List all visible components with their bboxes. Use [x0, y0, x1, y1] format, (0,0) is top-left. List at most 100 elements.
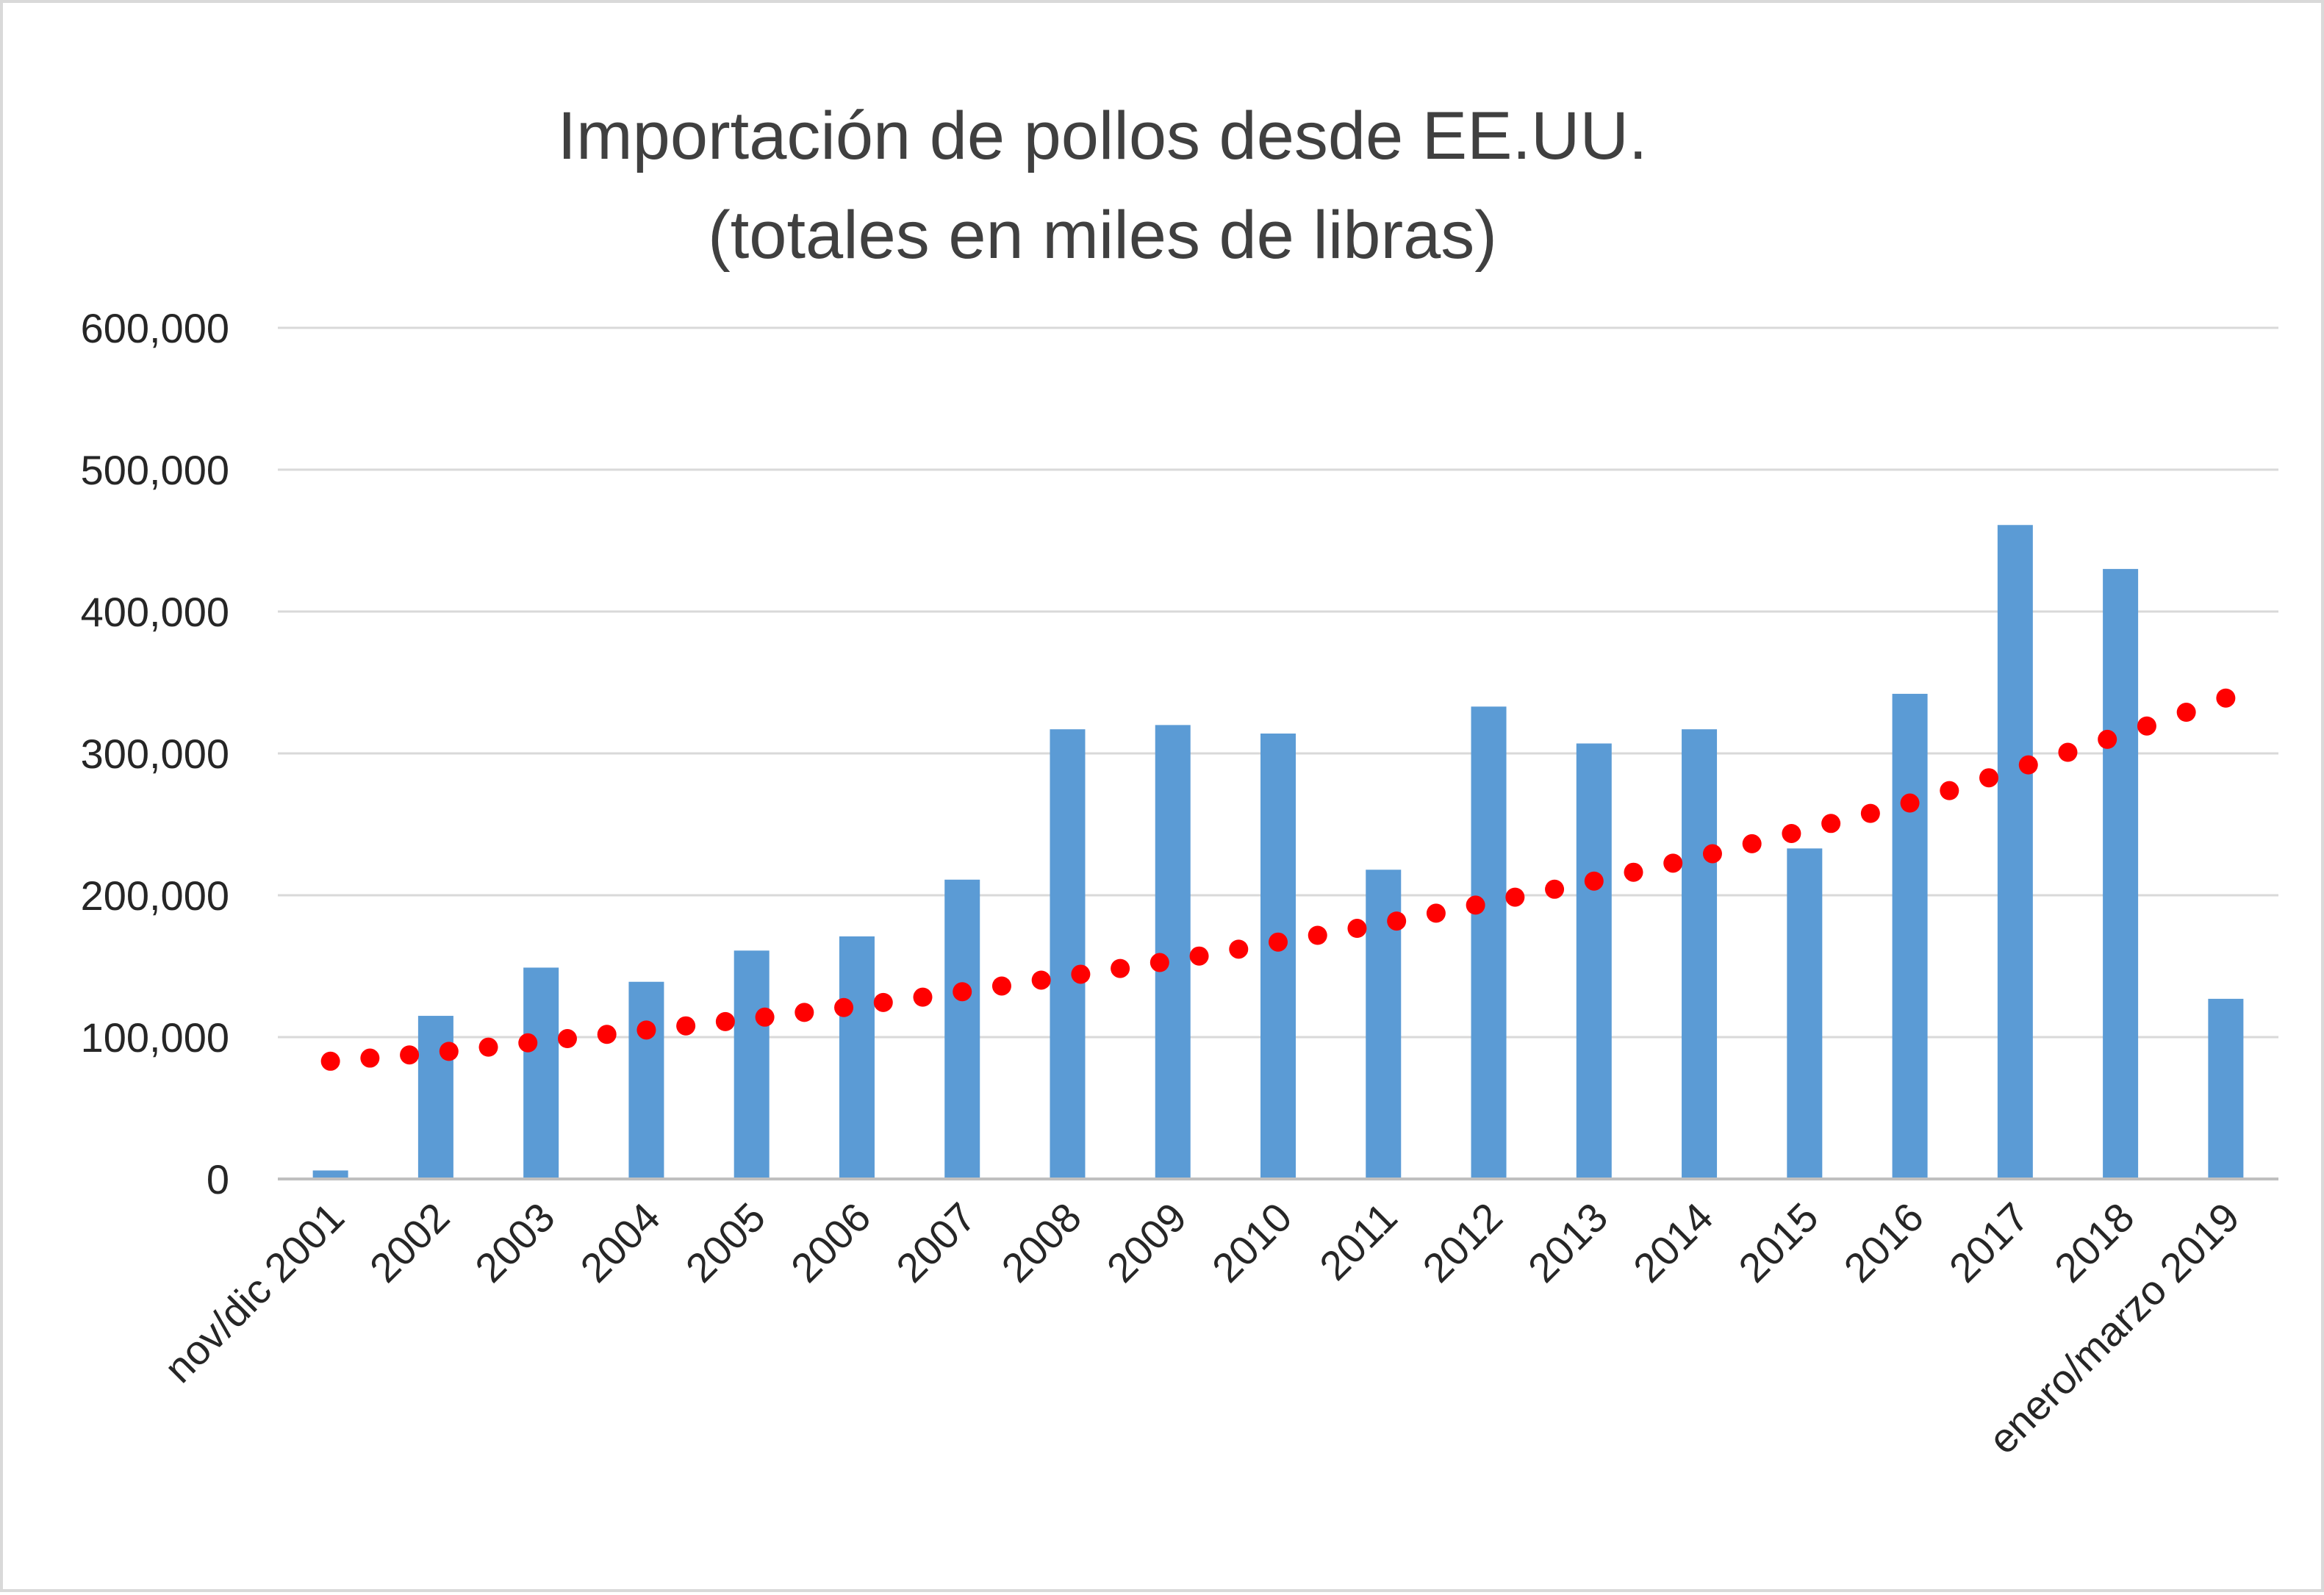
y-tick-label: 500,000 [81, 447, 229, 493]
bar [1471, 706, 1507, 1179]
bar [1997, 525, 2033, 1179]
x-tick-label: 2004 [571, 1194, 669, 1291]
trendline-dot [2216, 688, 2236, 708]
bar [312, 1170, 348, 1179]
bar [1050, 729, 1086, 1179]
x-tick-label: 2015 [1729, 1194, 1827, 1291]
trendline-dot [518, 1033, 538, 1053]
trendline-dot [1031, 970, 1051, 990]
trendline-dot [2137, 716, 2156, 736]
trendline-dot [1782, 823, 1801, 843]
x-tick-label: 2009 [1098, 1194, 1196, 1291]
chart-svg: Importación de pollos desde EE.UU. (tota… [81, 98, 2278, 1463]
y-tick-label: 200,000 [81, 872, 229, 919]
bar [417, 1016, 453, 1179]
trendline-dot [834, 997, 854, 1017]
x-tick-label: nov/dic 2001 [155, 1194, 353, 1391]
trendline-dot [2098, 729, 2117, 749]
trendline-dot [557, 1029, 577, 1049]
x-tick-label: 2003 [466, 1194, 564, 1291]
x-tick-label: 2011 [1310, 1194, 1406, 1289]
trendline-dot [1189, 946, 1209, 966]
trendline-dot [1900, 793, 1920, 813]
x-tick-label: 2010 [1203, 1194, 1301, 1291]
trendline-dot [1979, 768, 1999, 788]
bar [628, 981, 664, 1179]
x-axis-tick-labels: nov/dic 2001 2002 2003 2004 2005 2006 2007 2008… [155, 1194, 2248, 1463]
trendline-dot [676, 1016, 696, 1036]
y-tick-label: 0 [207, 1156, 229, 1202]
trendline-dot [1545, 879, 1565, 899]
trendline-dot [2018, 755, 2038, 775]
trendline-dot [1150, 953, 1169, 972]
trendline-dot [755, 1007, 775, 1027]
trendline-dot [1742, 834, 1762, 853]
bar [839, 936, 875, 1179]
trendline-dot [1269, 932, 1288, 952]
y-axis-tick-labels: 0 100,000 200,000 300,000 400,000 500,000 600,… [81, 305, 229, 1202]
trendline-dot [1821, 814, 1841, 834]
trendline-dot [795, 1003, 814, 1022]
bar [2103, 569, 2139, 1179]
trendline-dot [1308, 925, 1327, 945]
trendline-dot [478, 1037, 498, 1057]
trendline-dot [320, 1051, 340, 1071]
y-tick-label: 400,000 [81, 589, 229, 635]
trendline-dot [2176, 703, 2196, 723]
trendline-dot [1387, 911, 1407, 931]
bar [1892, 693, 1928, 1179]
trendline-dot [873, 992, 893, 1012]
x-tick-label: 2018 [2045, 1194, 2143, 1291]
x-tick-label: 2014 [1624, 1194, 1722, 1291]
trendline-dot [439, 1042, 459, 1061]
trendline-dot [953, 982, 972, 1002]
trendline-dot [1860, 803, 1880, 823]
trendline-dots [320, 688, 2236, 1071]
trendline-dot [1347, 919, 1367, 939]
bar [2208, 998, 2244, 1179]
x-tick-label: 2002 [361, 1194, 459, 1291]
y-tick-label: 600,000 [81, 305, 229, 351]
trendline-dot [913, 987, 933, 1007]
bar [1155, 725, 1191, 1179]
bar [523, 967, 559, 1179]
trendline-dot [1111, 958, 1130, 978]
trendline-dot [1584, 871, 1604, 891]
trendline-dot [1505, 887, 1525, 907]
bar-series [312, 525, 2244, 1179]
chart-title: Importación de pollos desde EE.UU. [557, 98, 1647, 173]
x-tick-label: 2013 [1519, 1194, 1617, 1291]
trendline-dot [1229, 939, 1249, 959]
trendline-dot [1624, 862, 1643, 882]
x-tick-label: 2008 [992, 1194, 1090, 1291]
chart-subtitle: (totales en miles de libras) [708, 198, 1497, 273]
trendline-dot [1663, 853, 1683, 873]
bar [1576, 743, 1612, 1179]
trendline-dot [1466, 895, 1485, 915]
bar [1787, 848, 1823, 1179]
trendline-dot [1940, 781, 1959, 800]
trendline-dot [991, 976, 1011, 996]
x-tick-label: 2006 [782, 1194, 880, 1291]
x-tick-label: 2007 [887, 1194, 985, 1291]
x-tick-label: 2016 [1835, 1194, 1932, 1291]
trendline-dot [400, 1045, 420, 1065]
trendline-dot [360, 1048, 380, 1068]
trendline-dot [1702, 844, 1722, 864]
y-tick-label: 100,000 [81, 1014, 229, 1061]
bar [1260, 733, 1296, 1179]
trendline-dot [597, 1025, 617, 1044]
y-tick-label: 300,000 [81, 731, 229, 777]
bar [944, 879, 980, 1179]
trendline-dot [1426, 903, 1446, 923]
bar [1682, 729, 1718, 1179]
x-tick-label: 2005 [677, 1194, 775, 1291]
x-tick-label: 2012 [1413, 1194, 1511, 1291]
trendline-dot [715, 1011, 735, 1031]
bar [734, 950, 770, 1179]
trendline-dot [636, 1020, 656, 1040]
x-tick-label: 2017 [1940, 1194, 2038, 1291]
trendline-dot [1071, 964, 1091, 984]
trendline-dot [2058, 742, 2078, 762]
